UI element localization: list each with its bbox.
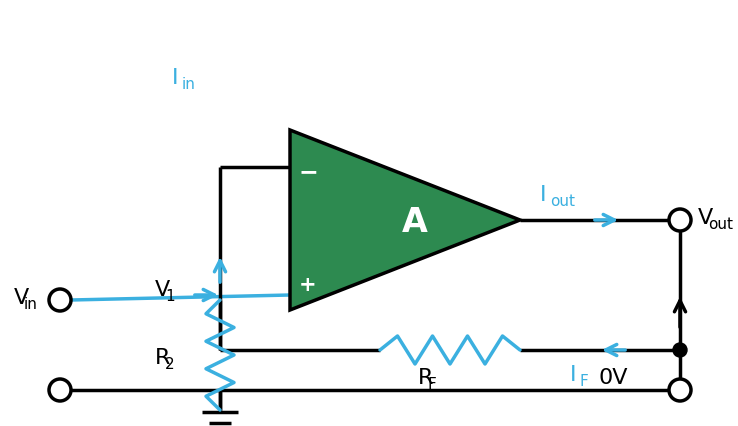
Text: 0V: 0V: [598, 368, 627, 388]
Text: out: out: [708, 217, 733, 232]
Text: in: in: [24, 297, 38, 312]
Text: R: R: [155, 348, 170, 368]
Text: V: V: [698, 208, 713, 228]
Text: in: in: [182, 77, 196, 92]
Circle shape: [49, 379, 71, 401]
Text: I: I: [570, 365, 576, 385]
Text: F: F: [580, 374, 589, 389]
Text: V: V: [14, 288, 30, 308]
Text: V: V: [155, 280, 170, 300]
Text: −: −: [298, 160, 318, 184]
Circle shape: [49, 289, 71, 311]
Polygon shape: [290, 130, 520, 310]
Text: +: +: [299, 275, 317, 295]
Text: out: out: [550, 194, 575, 209]
Text: A: A: [402, 205, 428, 239]
Text: 2: 2: [165, 357, 175, 372]
Circle shape: [669, 379, 691, 401]
Text: I: I: [172, 68, 179, 88]
Text: R: R: [418, 368, 433, 388]
Text: F: F: [428, 377, 437, 392]
Text: 1: 1: [165, 289, 175, 304]
Circle shape: [669, 209, 691, 231]
Text: I: I: [540, 185, 547, 205]
Circle shape: [673, 343, 687, 357]
